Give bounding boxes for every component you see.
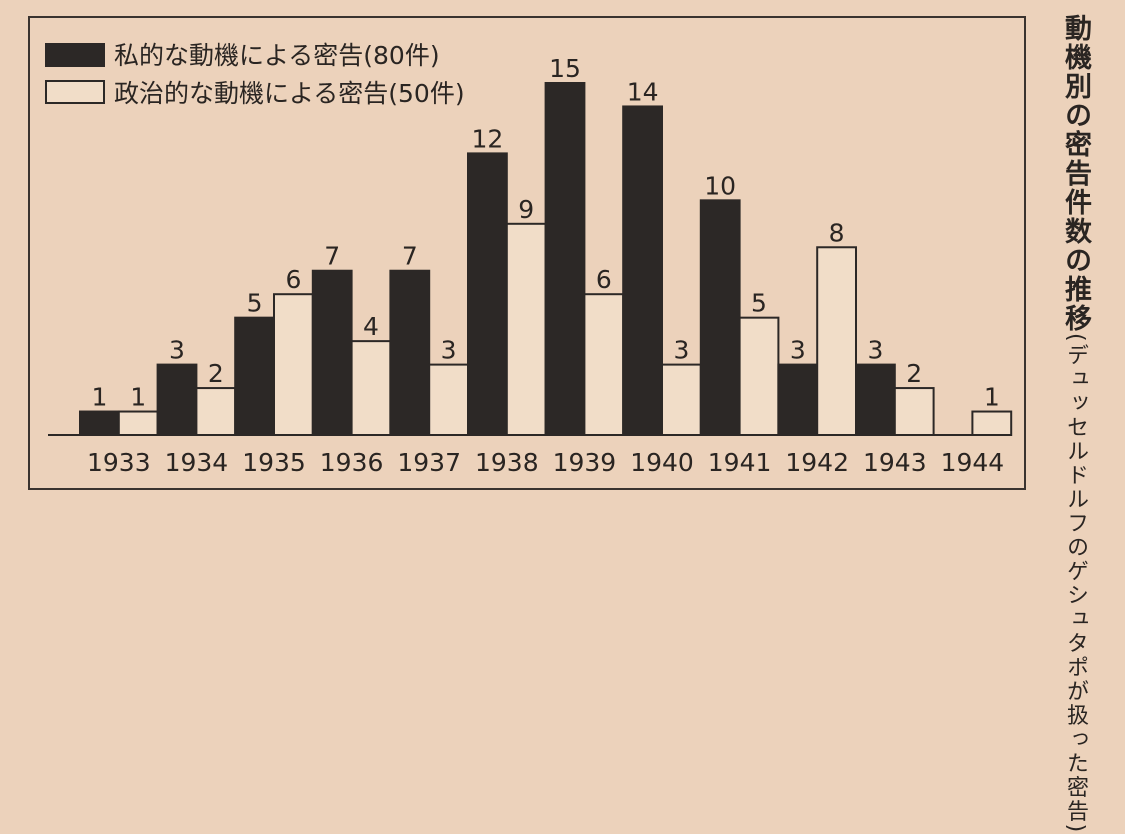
x-tick-1940: 1940 xyxy=(630,448,694,477)
legend-swatch-private xyxy=(45,43,105,67)
data-label-private-1935: 5 xyxy=(247,289,263,318)
bar-chart: 1 119333219345619357419367319371291938156… xyxy=(45,41,1013,477)
x-tick-1933: 1933 xyxy=(87,448,151,477)
x-tick-1935: 1935 xyxy=(242,448,306,477)
data-label-political-1939: 6 xyxy=(596,265,612,294)
bar-political-1934 xyxy=(195,387,237,437)
bar-political-1943 xyxy=(893,387,935,437)
data-label-private-1933: 1 xyxy=(91,383,107,412)
data-label-political-1944: 1 xyxy=(984,383,1000,412)
data-label-political-1937: 3 xyxy=(441,336,457,365)
bar-private-1943 xyxy=(855,363,896,437)
bar-private-1935 xyxy=(234,316,275,436)
data-label-political-1935: 6 xyxy=(285,265,301,294)
chart-frame: 1 1 1933 3 2 1934 5 6 1935 7 4 1936 7 3 1937 12 9 1938 15 6… xyxy=(28,16,1026,490)
data-label-political-1942: 8 xyxy=(829,218,845,247)
data-label-political-1940: 3 xyxy=(673,336,689,365)
data-label-private-1943: 3 xyxy=(867,336,883,365)
data-label-political-1936: 4 xyxy=(363,312,379,341)
bar-political-1936 xyxy=(350,340,392,436)
x-tick-1934: 1934 xyxy=(165,448,229,477)
data-label-private-1942: 3 xyxy=(790,336,806,365)
data-label-political-1938: 9 xyxy=(518,195,534,224)
x-tick-1936: 1936 xyxy=(320,448,384,477)
bar-political-1942 xyxy=(816,246,858,436)
bar-political-1933 xyxy=(117,410,159,436)
bar-political-1940 xyxy=(661,363,702,437)
bar-political-1941 xyxy=(738,316,780,436)
bar-private-1941 xyxy=(699,199,741,436)
x-tick-1942: 1942 xyxy=(785,448,849,477)
data-label-political-1943: 2 xyxy=(906,359,922,388)
chart-title: 動機別の密告件数の推移 xyxy=(1060,14,1091,333)
bar-political-1944 xyxy=(971,410,1013,436)
data-label-political-1933: 1 xyxy=(130,383,146,412)
bar-political-1939 xyxy=(583,293,625,437)
bar-private-1934 xyxy=(156,363,198,437)
data-label-political-1934: 2 xyxy=(208,359,224,388)
bar-private-1936 xyxy=(311,269,353,436)
bar-private-1937 xyxy=(389,269,431,436)
bar-private-1938 xyxy=(467,152,508,436)
bar-political-1935 xyxy=(273,293,314,437)
x-tick-1943: 1943 xyxy=(863,448,927,477)
data-label-private-1941: 10 xyxy=(704,171,736,200)
bar-political-1937 xyxy=(428,363,470,437)
data-label-political-1941: 5 xyxy=(751,289,767,318)
data-label-private-1938: 12 xyxy=(471,124,503,153)
data-label-private-1934: 3 xyxy=(169,336,185,365)
x-tick-1938: 1938 xyxy=(475,448,539,477)
x-tick-1941: 1941 xyxy=(708,448,772,477)
data-label-private-1940: 14 xyxy=(627,77,659,106)
x-tick-1939: 1939 xyxy=(553,448,617,477)
legend-label-private: 私的な動機による密告(80件) xyxy=(114,41,440,70)
bar-political-1938 xyxy=(505,222,547,436)
data-label-private-1937: 7 xyxy=(402,242,418,271)
bar-private-1942 xyxy=(777,363,819,437)
legend-swatch-political xyxy=(45,80,105,104)
data-label-private-1936: 7 xyxy=(324,242,340,271)
chart-subtitle: (デュッセルドルフのゲシュタポが扱った密告) xyxy=(1063,333,1088,834)
bar-private-1940 xyxy=(622,105,664,436)
data-label-private-1939: 15 xyxy=(549,54,581,83)
bar-private-1933 xyxy=(79,410,120,436)
legend-label-political: 政治的な動機による密告(50件) xyxy=(114,79,465,108)
bar-private-1939 xyxy=(544,82,586,436)
x-tick-1944: 1944 xyxy=(941,448,1005,477)
x-tick-1937: 1937 xyxy=(397,448,461,477)
chart-title-vertical: 動機別の密告件数の推移(デュッセルドルフのゲシュタポが扱った密告) xyxy=(1058,14,1092,834)
